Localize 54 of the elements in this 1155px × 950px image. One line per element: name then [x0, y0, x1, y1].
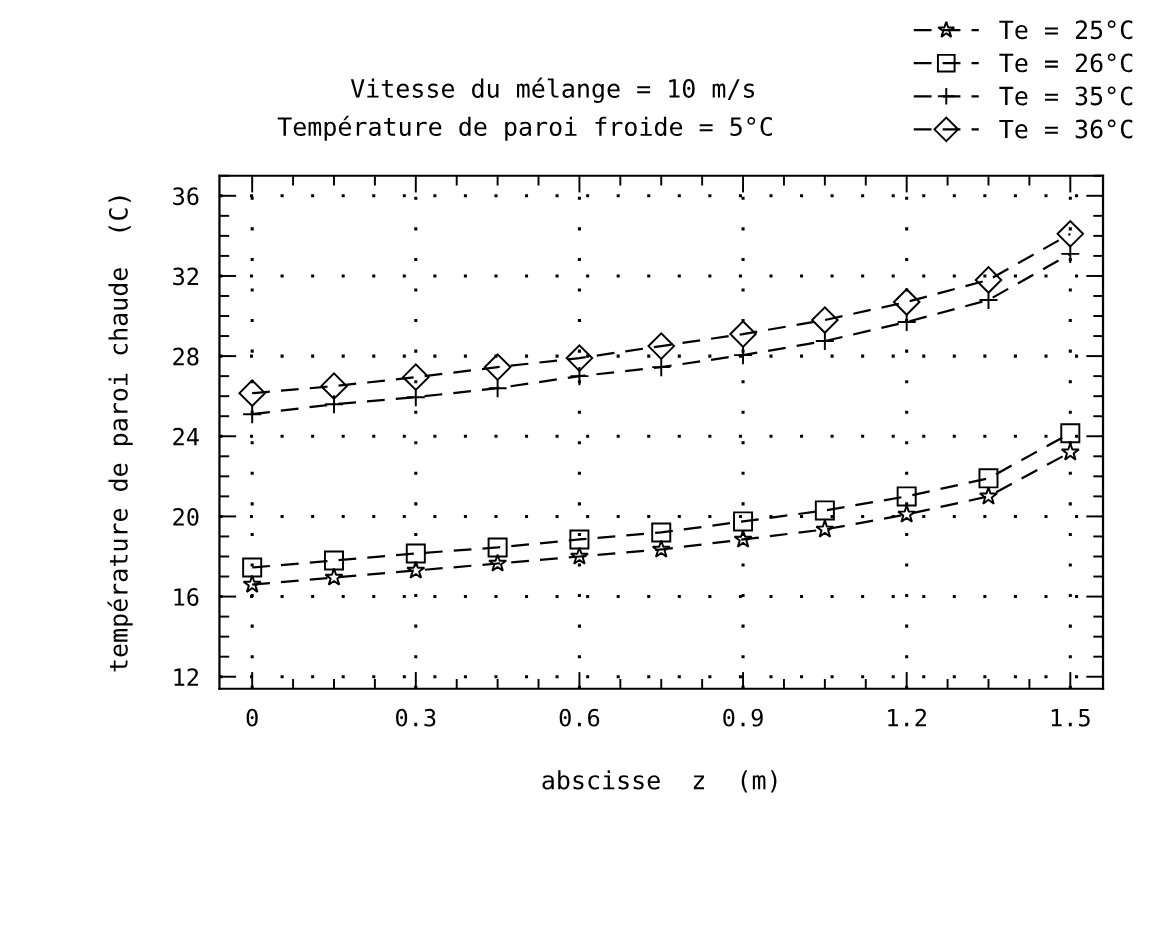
point	[569, 546, 589, 565]
x-tick-label: 0	[246, 708, 258, 727]
point	[814, 500, 835, 521]
point	[324, 567, 344, 586]
point	[896, 486, 917, 507]
point	[978, 468, 999, 489]
y-tick-label: 24	[173, 427, 199, 446]
y-tick-label: 32	[173, 267, 198, 286]
point	[974, 266, 1003, 294]
legend-label: Te = 36°C	[999, 119, 1133, 139]
x-tick-label: 0.3	[396, 708, 436, 727]
x-tick-label: 1.5	[1051, 709, 1090, 727]
x-tick-label: 1.2	[888, 708, 926, 727]
point	[729, 320, 757, 348]
point	[733, 511, 754, 532]
legend-label: Te = 26°C	[999, 53, 1133, 73]
point	[406, 560, 426, 579]
chart-title: Vitesse du mélange = 10 m/s	[350, 77, 755, 103]
point	[811, 306, 839, 334]
point	[238, 379, 266, 407]
point	[320, 372, 348, 400]
y-tick-label: 20	[173, 507, 199, 526]
point	[483, 353, 512, 381]
chart-subtitle: Température de paroi froide = 5°C	[277, 115, 772, 141]
point	[1056, 220, 1085, 248]
point	[651, 522, 672, 543]
point	[1060, 423, 1081, 444]
point	[569, 529, 590, 550]
point	[647, 332, 675, 360]
point	[488, 553, 508, 572]
point	[1060, 442, 1080, 461]
point	[897, 504, 917, 523]
point	[242, 557, 263, 578]
point	[978, 486, 999, 505]
legend-label: Te = 25°C	[999, 20, 1133, 40]
y-tick-label: 36	[173, 187, 199, 206]
y-axis-title: température de paroi chaude (C)	[107, 196, 133, 672]
point	[242, 574, 262, 593]
point	[892, 288, 921, 316]
x-axis-title: abscisse z (m)	[542, 770, 777, 793]
point	[405, 543, 426, 564]
x-tick-label: 0.6	[559, 708, 600, 727]
point	[487, 537, 508, 558]
point	[323, 550, 344, 571]
point	[733, 529, 753, 548]
x-tick-label: 0.9	[723, 708, 763, 727]
point	[815, 519, 835, 538]
legend-label: Te = 35°C	[999, 86, 1133, 106]
y-tick-label: 16	[174, 588, 199, 606]
point	[565, 344, 594, 372]
y-tick-label: 28	[173, 347, 199, 366]
point	[402, 363, 430, 391]
point	[651, 539, 671, 558]
y-tick-label: 12	[174, 668, 198, 686]
